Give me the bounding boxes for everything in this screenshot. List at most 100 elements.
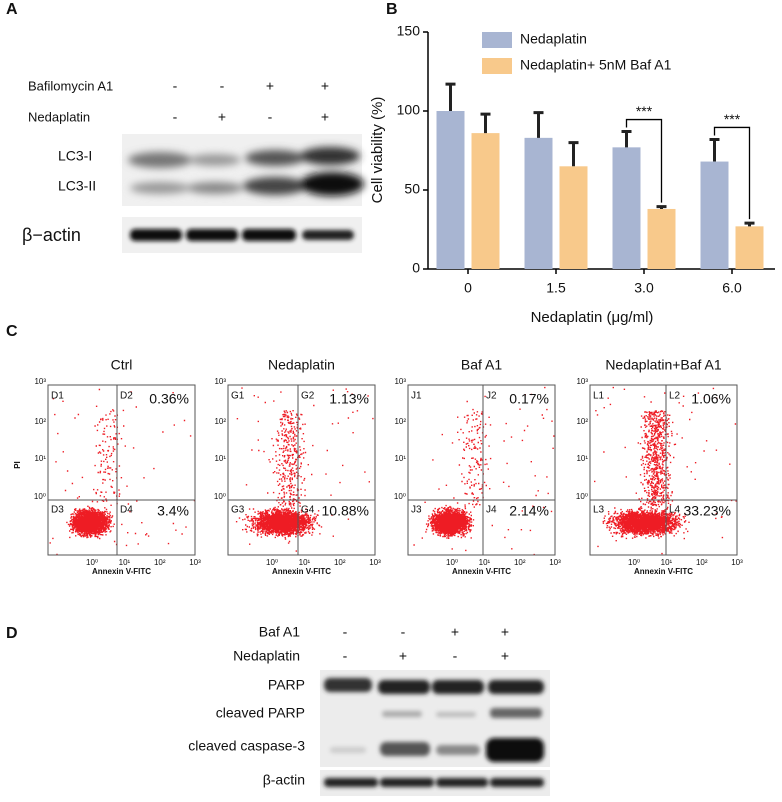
x-axis-title: Annexin V-FITC (452, 567, 511, 576)
y-tick-label: 10³ (394, 377, 406, 386)
band-label: LC3-I (58, 148, 92, 164)
blot-caspase (320, 735, 550, 767)
sign: - (173, 109, 178, 125)
panel-label: A (6, 1, 18, 18)
x-tick-label: 10³ (369, 558, 381, 567)
bar (612, 147, 641, 269)
y-tick-label: 10⁰ (576, 492, 588, 501)
quadrant-label: G2 (301, 391, 315, 402)
annotation: *** (636, 103, 653, 119)
bar (524, 137, 553, 269)
legend-label: Nedaplatin+ 5nM Baf A1 (520, 57, 672, 73)
sign: + (501, 624, 509, 640)
x-tick-label: 10² (514, 558, 526, 567)
y-tick-label: 10⁰ (214, 492, 226, 501)
band-label: LC3-II (58, 178, 96, 194)
x-tick-label: 10¹ (299, 558, 311, 567)
row-label: Nedaplatin (233, 648, 300, 664)
annotation: *** (724, 111, 741, 127)
plot-frame (589, 384, 738, 556)
y-tick-label: 10² (214, 417, 226, 426)
quadrant-label: J2 (486, 391, 497, 402)
quadrant-label: G4 (301, 505, 315, 516)
y-tick-label: 10² (394, 417, 406, 426)
sign: + (218, 109, 226, 125)
y-tick-label: 10⁰ (394, 492, 406, 501)
y-tick-label: 10¹ (214, 454, 226, 463)
band-label: cleaved caspase-3 (188, 738, 305, 754)
blot-actin (122, 217, 362, 253)
y-tick-label: 10³ (34, 377, 46, 386)
y-tick-label: 10¹ (34, 454, 46, 463)
quadrant-label: J4 (486, 505, 497, 516)
x-tick-label: 6.0 (722, 280, 742, 296)
quadrant-percent: 1.13% (329, 391, 369, 407)
x-tick-label: 0 (464, 280, 472, 296)
sign: - (401, 624, 406, 640)
legend-swatch (482, 58, 512, 74)
panel-label: C (6, 323, 18, 340)
quadrant-label: D2 (120, 391, 133, 402)
y-tick-label: 10¹ (394, 454, 406, 463)
error-bar (656, 205, 667, 209)
quadrant-label: G1 (231, 391, 245, 402)
sign: + (451, 624, 459, 640)
quadrant-label: L3 (593, 505, 605, 516)
row-label: Baf A1 (259, 624, 300, 640)
plot-title: Nedaplatin (268, 357, 335, 373)
y-tick-label: 10¹ (576, 454, 588, 463)
x-tick-label: 10³ (189, 558, 201, 567)
x-axis-title: Annexin V-FITC (634, 567, 693, 576)
blot-actin-d (320, 770, 550, 796)
plot-frame (47, 384, 196, 556)
sign: + (399, 648, 407, 664)
plot-title: Nedaplatin+Baf A1 (605, 357, 722, 373)
sign: - (173, 78, 178, 94)
plot-frame (407, 384, 556, 556)
y-tick-label: 10⁰ (34, 492, 46, 501)
quadrant-label: J3 (411, 505, 422, 516)
x-tick-label: 10³ (731, 558, 743, 567)
x-axis-title: Annexin V-FITC (272, 567, 331, 576)
y-tick-label: 100 (397, 102, 421, 118)
row-label: Bafilomycin A1 (28, 78, 113, 93)
sign: - (343, 624, 348, 640)
legend-label: Nedaplatin (520, 31, 587, 47)
band-label: β−actin (22, 225, 81, 245)
quadrant-label: L2 (669, 391, 681, 402)
x-tick-label: 1.5 (546, 280, 566, 296)
sign: + (501, 648, 509, 664)
quadrant-percent: 0.36% (149, 391, 189, 407)
sign: + (321, 78, 329, 94)
scatter-dots (413, 386, 555, 556)
error-bar (533, 111, 544, 138)
y-axis-title: Cell viability (%) (369, 97, 386, 204)
y-tick-label: 10³ (214, 377, 226, 386)
quadrant-percent: 2.14% (509, 503, 549, 519)
sign: - (268, 109, 273, 125)
x-tick-label: 10⁰ (266, 558, 278, 567)
significance-bracket (713, 126, 751, 220)
sign: - (343, 648, 348, 664)
x-axis-title: Nedaplatin (μg/ml) (531, 309, 654, 326)
scatter-dots (235, 387, 374, 552)
legend-swatch (482, 32, 512, 48)
blot-lc3 (122, 134, 364, 206)
x-tick-label: 10¹ (479, 558, 491, 567)
panel-label: D (6, 625, 18, 642)
sign: + (266, 78, 274, 94)
bar (647, 208, 676, 269)
plot-title: Ctrl (111, 357, 133, 373)
band-label: β-actin (263, 772, 305, 788)
y-tick-label: 0 (412, 260, 420, 276)
error-bar (744, 221, 755, 227)
bar (735, 226, 764, 269)
y-axis-title: PI (13, 461, 22, 469)
band-label: PARP (268, 677, 305, 693)
quadrant-percent: 3.4% (157, 503, 189, 519)
x-tick-label: 10² (696, 558, 708, 567)
bar (700, 161, 729, 269)
x-tick-label: 10¹ (661, 558, 673, 567)
quadrant-label: L1 (593, 391, 605, 402)
significance-bracket (625, 118, 663, 203)
